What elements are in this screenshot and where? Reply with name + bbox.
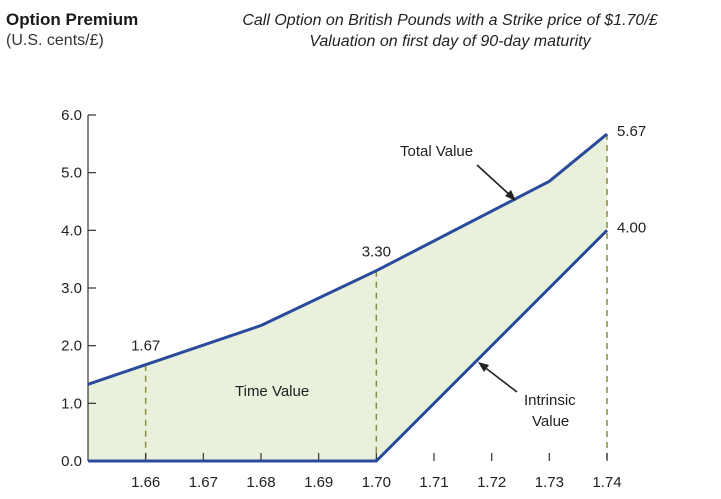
time-value-label: Time Value <box>235 383 309 400</box>
y-tick-label: 2.0 <box>61 338 82 355</box>
x-ticks: 1.66 1.67 1.68 1.69 1.70 1.71 1.72 1.73 1.74 <box>131 453 622 491</box>
total-value-label: Total Value <box>400 143 473 160</box>
chart-title-block: Option Premium (U.S. cents/£) <box>6 10 138 50</box>
x-tick-label: 1.69 <box>304 474 333 491</box>
time-value-area <box>88 134 607 461</box>
x-tick-label: 1.73 <box>535 474 564 491</box>
x-tick-label: 1.66 <box>131 474 160 491</box>
dashed-markers <box>144 134 608 461</box>
data-value-label: 1.67 <box>131 338 160 355</box>
y-tick-label: 1.0 <box>61 395 82 412</box>
total-value-arrow <box>476 164 516 201</box>
y-tick-label: 0.0 <box>61 453 82 470</box>
chart-title: Option Premium <box>6 10 139 29</box>
y-tick-label: 4.0 <box>61 222 82 239</box>
x-tick-label: 1.70 <box>362 474 391 491</box>
y-axis-unit: (U.S. cents/£) <box>6 32 104 49</box>
x-tick-label: 1.74 <box>592 474 621 491</box>
intrinsic-value-label-2: Value <box>532 413 569 430</box>
total-value-line <box>87 132 608 386</box>
intrinsic-value-label-1: Intrinsic <box>524 392 576 409</box>
subtitle-line-1: Call Option on British Pounds with a Str… <box>242 12 658 29</box>
value-labels: 1.67 3.30 5.67 4.00 <box>131 123 646 355</box>
x-tick-label: 1.71 <box>419 474 448 491</box>
x-tick-label: 1.67 <box>189 474 218 491</box>
data-value-label: 4.00 <box>617 219 646 236</box>
y-tick-label: 3.0 <box>61 280 82 297</box>
y-tick-label: 6.0 <box>61 107 82 124</box>
chart-subtitle: Call Option on British Pounds with a Str… <box>180 10 720 52</box>
intrinsic-value-arrow <box>478 362 518 393</box>
x-tick-label: 1.72 <box>477 474 506 491</box>
data-value-label: 3.30 <box>362 244 391 261</box>
intrinsic-value-line <box>88 229 609 463</box>
subtitle-line-2: Valuation on first day of 90-day maturit… <box>309 33 591 50</box>
x-tick-label: 1.68 <box>246 474 275 491</box>
data-value-label: 5.67 <box>617 123 646 140</box>
y-tick-label: 5.0 <box>61 165 82 182</box>
y-ticks: 0.0 1.0 2.0 3.0 4.0 5.0 6.0 <box>61 107 96 470</box>
